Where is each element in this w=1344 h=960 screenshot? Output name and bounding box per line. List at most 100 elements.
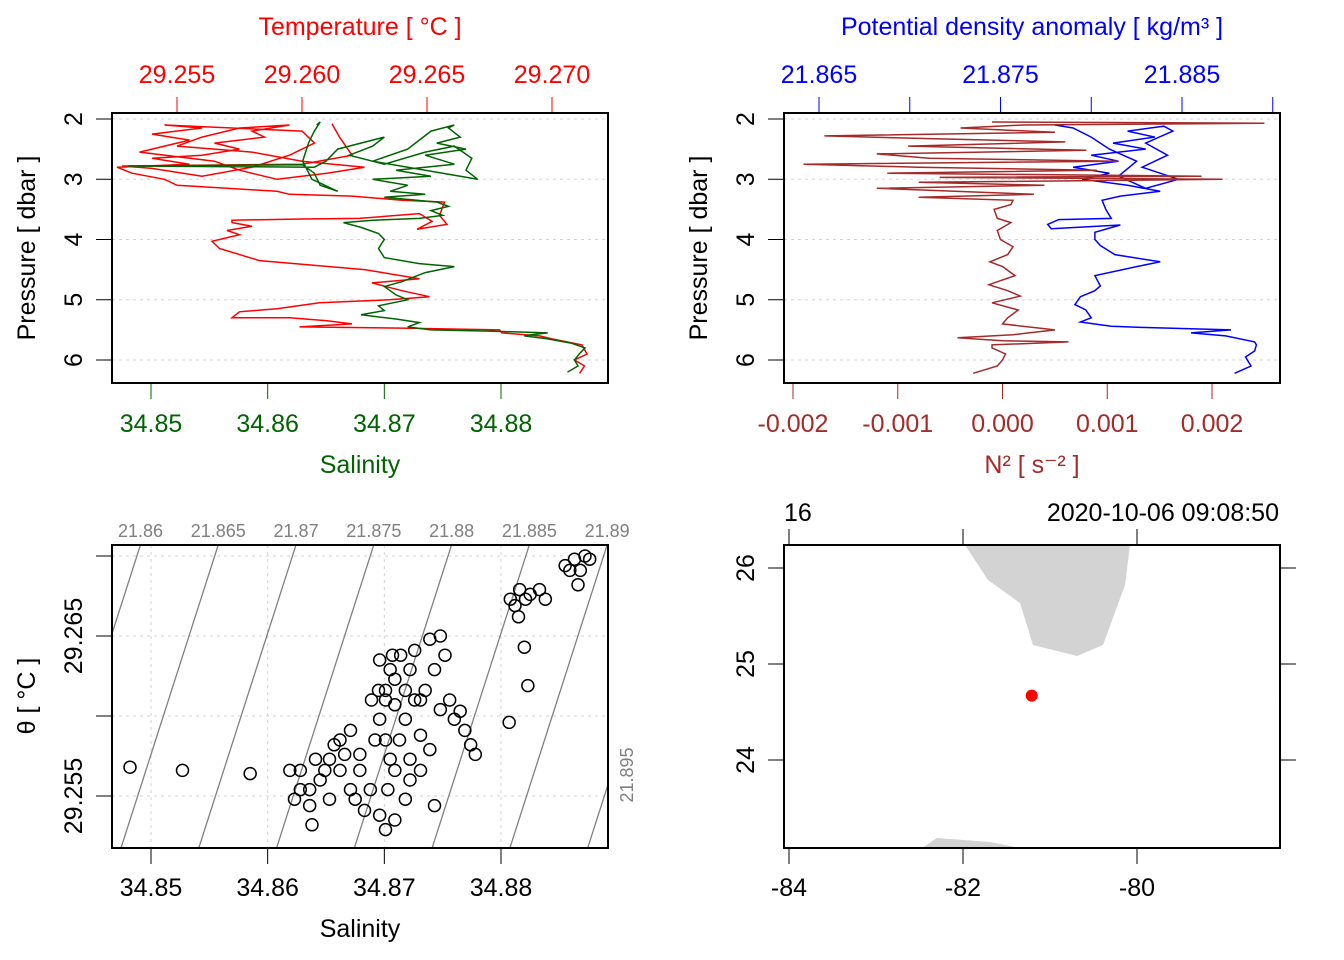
- x-top-axis-title: Potential density anomaly [ kg/m³ ]: [841, 13, 1223, 41]
- ts-point: [532, 582, 547, 597]
- lon-tick-label: -80: [1119, 874, 1155, 902]
- x-bottom-tick-label: 0.000: [971, 410, 1034, 438]
- station-index-label: 16: [784, 499, 812, 527]
- ts-point: [427, 798, 442, 813]
- y-axis-title: Pressure [ dbar ]: [13, 156, 41, 341]
- x-top-tick-label: 29.265: [389, 61, 465, 89]
- ts-point: [348, 792, 362, 806]
- land-polygon: [922, 838, 1020, 848]
- ts-point: [383, 752, 397, 766]
- ts-point: [393, 648, 408, 662]
- y-tick-label: 2: [60, 112, 88, 126]
- ts-point: [403, 662, 417, 677]
- isopycnal-line: [431, 545, 531, 848]
- ts-point: [353, 763, 367, 778]
- ts-point: [398, 712, 413, 726]
- ts-point: [538, 592, 553, 606]
- isopycnal-label: 21.87: [274, 521, 319, 541]
- x-bottom-tick-label: 34.86: [236, 410, 299, 438]
- ts-point: [407, 693, 422, 707]
- ts-point: [388, 698, 402, 712]
- ts-point: [322, 752, 337, 766]
- x-bottom-axis-title: Salinity: [320, 451, 401, 479]
- ts-point: [385, 648, 400, 662]
- y-tick-label: 3: [732, 172, 760, 186]
- scatter-points: [123, 549, 597, 837]
- ts-point: [388, 763, 402, 778]
- ts-point: [447, 712, 462, 726]
- y-axis-title: θ [ °C ]: [13, 658, 41, 735]
- x-tick-label: 34.88: [470, 874, 533, 902]
- x-tick-label: 34.87: [353, 874, 416, 902]
- ts-point: [378, 693, 393, 707]
- x-bottom-tick-label: -0.002: [758, 410, 829, 438]
- ts-point: [407, 643, 422, 658]
- x-bottom-tick-label: 0.002: [1181, 410, 1244, 438]
- isopycnal-line: [509, 545, 608, 848]
- ts-point: [388, 672, 402, 686]
- x-bottom-axis-title: N² [ s⁻² ]: [984, 451, 1079, 479]
- ts-point: [378, 683, 393, 698]
- ts-point: [357, 803, 372, 818]
- isopycnal-line: [120, 545, 219, 848]
- isopycnal-line: [198, 545, 297, 848]
- isopycnal-label: 21.895: [617, 747, 637, 802]
- ts-point: [438, 648, 452, 662]
- isopycnal-group: [112, 545, 608, 848]
- x-tick-label: 34.86: [236, 874, 299, 902]
- plot-frame: [783, 544, 1281, 849]
- isopycnal-label: 21.875: [346, 521, 401, 541]
- ts-point: [371, 683, 386, 698]
- ts-point: [293, 782, 308, 797]
- ts-point: [413, 693, 428, 707]
- lat-tick-label: 26: [732, 554, 760, 582]
- plot-frame: [111, 544, 609, 849]
- ts-point: [398, 683, 413, 698]
- ts-point: [372, 653, 387, 667]
- isopycnal-label: 21.885: [502, 521, 557, 541]
- ts-point: [123, 760, 137, 774]
- ts-point: [175, 763, 190, 778]
- ts-point: [453, 704, 467, 718]
- land-polygon: [965, 545, 1130, 656]
- ts-point: [511, 610, 526, 624]
- y-tick-label: 6: [60, 353, 88, 367]
- station-map-panel: -84 -82 -80 24 25 26 16 2020-10-06 09:08:50: [732, 499, 1296, 902]
- series-line-temperature: [116, 123, 589, 374]
- x-tick-label: 34.85: [120, 874, 183, 902]
- isopycnal-line: [586, 782, 608, 848]
- salinity-temperature-profile-panel: 2 3 4 5 6 Pressure [ dbar ] 34.85 34.86 34.87 34.…: [13, 13, 609, 479]
- x-top-tick-label: 21.865: [781, 61, 857, 89]
- isopycnal-label: 21.88: [429, 521, 474, 541]
- ts-point: [433, 629, 448, 643]
- lat-tick-label: 24: [732, 746, 760, 774]
- ts-point: [318, 763, 332, 778]
- x-bottom-tick-label: 34.85: [120, 410, 183, 438]
- ts-point: [463, 738, 478, 752]
- ts-point: [363, 782, 378, 797]
- y-tick-label: 5: [732, 293, 760, 307]
- ts-point: [403, 752, 417, 766]
- x-bottom-tick-label: -0.001: [862, 410, 933, 438]
- ts-point: [293, 763, 308, 778]
- isopycnal-label: 21.89: [585, 521, 630, 541]
- isopycnal-line: [275, 545, 375, 848]
- ts-point: [582, 552, 597, 566]
- x-bottom-tick-label: 0.001: [1076, 410, 1139, 438]
- series-line-salinity: [127, 121, 587, 373]
- ts-point: [378, 822, 393, 837]
- ts-point: [502, 715, 516, 730]
- y-tick-label: 4: [732, 232, 760, 246]
- ts-point: [558, 558, 572, 573]
- x-top-tick-label: 29.260: [264, 61, 340, 89]
- ts-point: [327, 738, 341, 752]
- ts-point: [388, 813, 402, 827]
- ts-point: [243, 766, 257, 781]
- y-tick-label: 29.265: [60, 598, 88, 674]
- lon-tick-label: -82: [945, 874, 981, 902]
- plot-frame: [783, 112, 1281, 384]
- isopycnal-label: 21.865: [191, 521, 246, 541]
- y-tick-label: 3: [60, 172, 88, 186]
- ts-point: [368, 733, 382, 747]
- ts-point: [442, 693, 457, 707]
